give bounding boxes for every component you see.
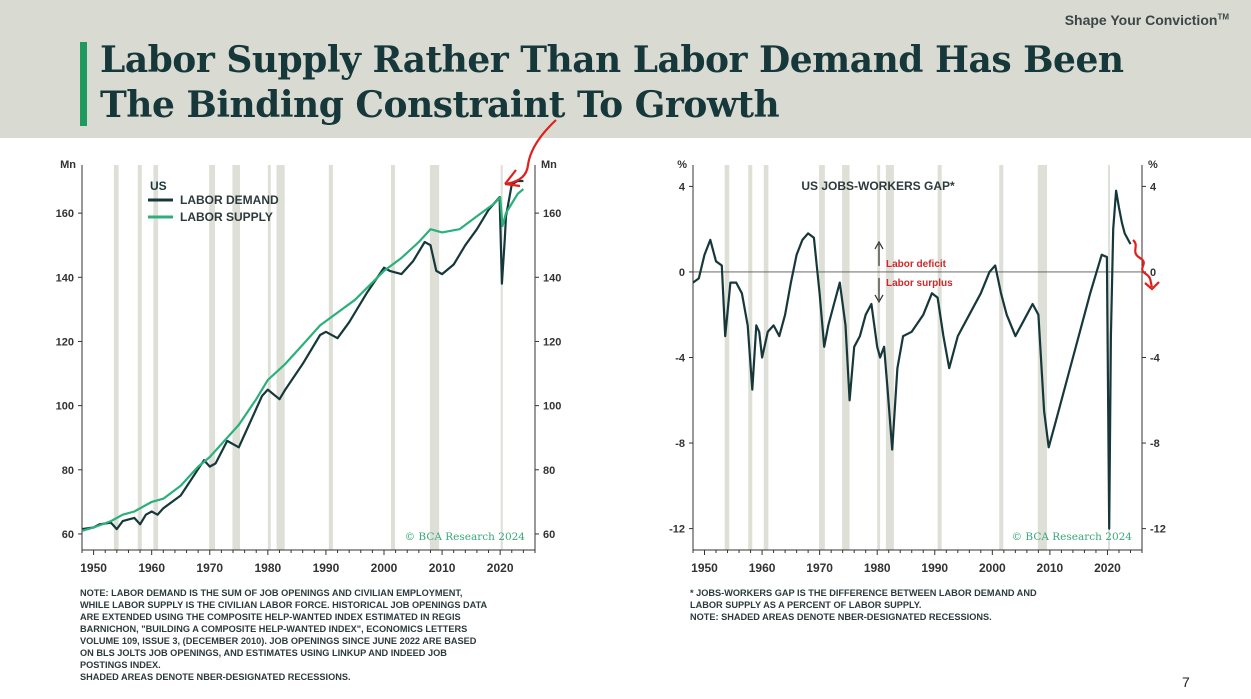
surplus-arrowhead	[874, 294, 884, 304]
chart-title: US	[150, 179, 167, 193]
recession-band	[763, 165, 769, 550]
recession-band	[328, 165, 333, 550]
recession-band	[232, 165, 240, 550]
y-tick-label-right: 60	[543, 529, 555, 541]
watermark: © BCA Research 2024	[1012, 531, 1133, 543]
header-banner: Shape Your ConvictionTM Labor Supply Rat…	[0, 0, 1251, 138]
x-tick-label: 1980	[864, 561, 891, 575]
recession-band	[113, 165, 119, 550]
x-tick-label: 2010	[1037, 561, 1064, 575]
y-tick-label-left: -12	[669, 524, 685, 536]
recession-band	[724, 165, 730, 550]
note-line: POSTINGS INDEX.	[80, 660, 161, 670]
note-line: NOTE: SHADED AREAS DENOTE NBER-DESIGNATE…	[690, 612, 992, 622]
jobs-workers-gap-chart: % % -12 -12 -8 -8 -4 -4 0 0 4 4 1950 1960 1970 1980 1990…	[669, 159, 1166, 575]
recession-band	[999, 165, 1004, 550]
page-number: 7	[1182, 674, 1190, 690]
y-tick-label-left: 160	[56, 208, 74, 220]
note-line: ARE EXTENDED USING THE COMPOSITE HELP-WA…	[80, 612, 461, 622]
y-tick-label-right: -4	[1150, 353, 1161, 365]
y-tick-label-left: 120	[56, 336, 74, 348]
tagline: Shape Your ConvictionTM	[1064, 12, 1229, 28]
x-tick-label: 2020	[487, 561, 514, 575]
title-line-2: The Binding Constraint To Growth	[100, 84, 780, 126]
y-tick-label-right: 100	[543, 401, 561, 413]
y-tick-label-left: 60	[62, 529, 74, 541]
recession-band	[390, 165, 396, 550]
y-tick-label-left: -4	[675, 353, 686, 365]
y-tick-label-right: 0	[1150, 267, 1156, 279]
y-tick-label-right: 80	[543, 465, 555, 477]
note-line: LABOR SUPPLY AS A PERCENT OF LABOR SUPPL…	[690, 600, 922, 610]
recession-band	[842, 165, 850, 550]
note-line: NOTE: LABOR DEMAND IS THE SUM OF JOB OPE…	[80, 588, 463, 598]
recession-band	[429, 165, 440, 550]
x-tick-label: 1970	[806, 561, 833, 575]
x-tick-label: 1960	[749, 561, 776, 575]
note-line: ON BLS JOLTS JOB OPENINGS, AND ESTIMATES…	[80, 648, 447, 658]
left-chart-note: NOTE: LABOR DEMAND IS THE SUM OF JOB OPE…	[80, 587, 580, 683]
y-tick-label-left: -8	[675, 438, 685, 450]
note-line: SHADED AREAS DENOTE NBER-DESIGNATED RECE…	[80, 672, 351, 682]
x-tick-label: 1960	[138, 561, 165, 575]
note-line: WHILE LABOR SUPPLY IS THE CIVILIAN LABOR…	[80, 600, 488, 610]
title-line-1: Labor Supply Rather Than Labor Demand Ha…	[100, 39, 1124, 81]
y-unit-label-left: Mn	[60, 159, 76, 171]
x-tick-label: 1950	[691, 561, 718, 575]
recession-band	[885, 165, 894, 550]
y-tick-label-right: -12	[1150, 524, 1166, 536]
recession-band	[819, 165, 825, 550]
y-tick-label-left: 80	[62, 465, 74, 477]
y-tick-label-left: 4	[679, 181, 686, 193]
annotation-labor-surplus: Labor surplus	[886, 278, 953, 289]
y-unit-label-right: %	[1148, 159, 1158, 171]
recession-band	[1108, 165, 1111, 550]
x-tick-label: 1970	[196, 561, 223, 575]
recession-band	[153, 165, 159, 550]
note-line: BARNICHON, "BUILDING A COMPOSITE HELP-WA…	[80, 624, 468, 634]
series-line-1	[81, 179, 524, 531]
page-title: Labor Supply Rather Than Labor Demand Ha…	[100, 38, 1124, 128]
legend-label: LABOR SUPPLY	[180, 210, 273, 224]
right-chart-note: * JOBS-WORKERS GAP IS THE DIFFERENCE BET…	[690, 587, 1110, 623]
chart-title: US JOBS-WORKERS GAP*	[801, 179, 955, 193]
x-tick-label: 2000	[371, 561, 398, 575]
x-tick-label: 2010	[429, 561, 456, 575]
recession-band	[209, 165, 215, 550]
x-tick-label: 1990	[313, 561, 340, 575]
y-tick-label-right: 140	[543, 272, 561, 284]
y-tick-label-left: 100	[56, 401, 74, 413]
recession-band	[500, 165, 503, 550]
annotation-labor-deficit: Labor deficit	[886, 259, 947, 270]
x-tick-label: 1950	[80, 561, 107, 575]
y-tick-label-left: 140	[56, 272, 74, 284]
y-tick-label-right: 4	[1150, 181, 1157, 193]
legend-label: LABOR DEMAND	[180, 193, 279, 207]
x-tick-label: 1980	[254, 561, 281, 575]
x-tick-label: 2000	[979, 561, 1006, 575]
y-tick-label-right: 120	[543, 336, 561, 348]
series-line-1	[692, 189, 1132, 530]
recession-band	[877, 165, 881, 550]
x-tick-label: 2020	[1094, 561, 1121, 575]
deficit-arrowhead	[874, 240, 884, 250]
x-tick-label: 1990	[921, 561, 948, 575]
note-line: * JOBS-WORKERS GAP IS THE DIFFERENCE BET…	[690, 588, 1037, 598]
y-tick-label-right: 160	[543, 208, 561, 220]
recession-band	[1037, 165, 1048, 550]
recession-band	[937, 165, 942, 550]
note-line: VOLUME 109, ISSUE 3, (DECEMBER 2010). JO…	[80, 636, 477, 646]
watermark: © BCA Research 2024	[405, 531, 526, 543]
recession-band	[137, 165, 142, 550]
recession-band	[276, 165, 285, 550]
y-tick-label-left: 0	[679, 267, 685, 279]
y-unit-label-left: %	[677, 159, 687, 171]
series-line-2	[81, 188, 525, 532]
recession-band	[267, 165, 271, 550]
title-accent-bar	[80, 42, 87, 126]
y-tick-label-right: -8	[1150, 438, 1160, 450]
